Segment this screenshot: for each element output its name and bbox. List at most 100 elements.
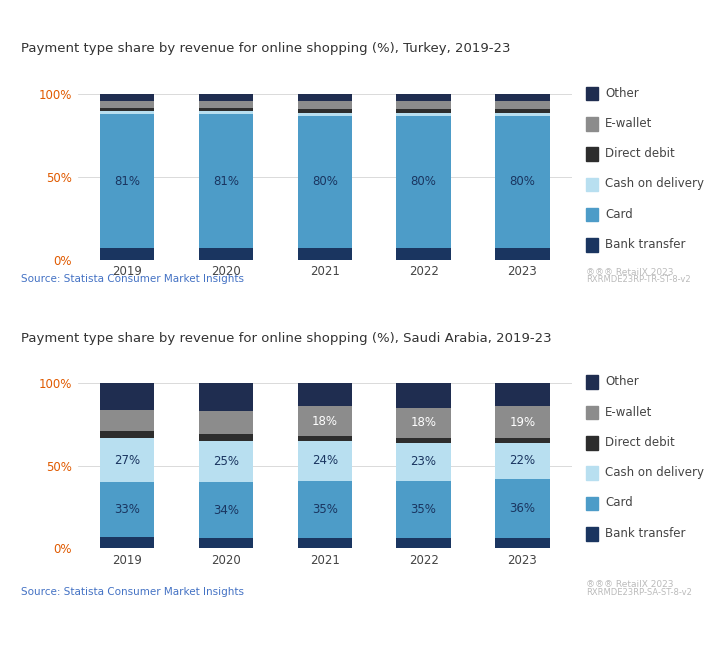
Bar (496, 101, 550, 109)
Text: Direct debit: Direct debit (605, 147, 675, 160)
Text: Payment type share by revenue for online shopping (%), Saudi Arabia, 2019-23: Payment type share by revenue for online… (21, 332, 552, 345)
Bar (298, 383, 352, 406)
Text: 18%: 18% (312, 415, 337, 428)
Bar (100, 94, 155, 101)
Text: 19%: 19% (509, 415, 536, 428)
Bar (199, 111, 253, 114)
Text: Direct debit: Direct debit (605, 436, 675, 449)
Text: 25%: 25% (213, 455, 239, 468)
Text: ®®® RetailX 2023: ®®® RetailX 2023 (586, 580, 674, 589)
Bar (100, 248, 155, 260)
Text: RXRMDE23RP-TR-ST-8-v2: RXRMDE23RP-TR-ST-8-v2 (586, 275, 690, 284)
Text: 81%: 81% (213, 175, 239, 188)
Bar (496, 116, 550, 248)
Bar (496, 112, 550, 116)
Bar (496, 94, 550, 101)
Text: Source: Statista Consumer Market Insights: Source: Statista Consumer Market Insight… (21, 275, 244, 284)
Bar (397, 248, 451, 260)
Bar (298, 406, 352, 436)
Bar (496, 109, 550, 112)
Text: 33%: 33% (114, 503, 140, 516)
Bar (100, 437, 155, 482)
Text: RXRMDE23RP-SA-ST-8-v2: RXRMDE23RP-SA-ST-8-v2 (586, 588, 692, 597)
Text: E-wallet: E-wallet (605, 406, 652, 419)
Bar (199, 114, 253, 248)
Bar (199, 441, 253, 482)
FancyBboxPatch shape (586, 376, 598, 389)
Bar (199, 383, 253, 411)
Bar (100, 482, 155, 537)
Bar (100, 410, 155, 431)
FancyBboxPatch shape (586, 406, 598, 419)
Text: Card: Card (605, 496, 633, 509)
Bar (298, 116, 352, 248)
Bar (199, 434, 253, 441)
Bar (397, 116, 451, 248)
Bar (298, 481, 352, 539)
Bar (496, 248, 550, 260)
Bar (397, 437, 451, 443)
Bar (397, 112, 451, 116)
Text: 18%: 18% (411, 417, 436, 430)
FancyBboxPatch shape (586, 208, 598, 221)
Text: 24%: 24% (311, 454, 338, 467)
Bar (100, 101, 155, 108)
Bar (199, 539, 253, 548)
FancyBboxPatch shape (586, 436, 598, 450)
Bar (100, 383, 155, 410)
FancyBboxPatch shape (586, 238, 598, 252)
Text: E-wallet: E-wallet (605, 117, 652, 130)
Text: Bank transfer: Bank transfer (605, 527, 686, 540)
Bar (100, 111, 155, 114)
Bar (199, 482, 253, 539)
Bar (199, 94, 253, 101)
Text: 27%: 27% (114, 454, 140, 467)
Text: 22%: 22% (509, 454, 536, 467)
FancyBboxPatch shape (586, 147, 598, 161)
Bar (496, 443, 550, 479)
FancyBboxPatch shape (586, 117, 598, 130)
Bar (100, 431, 155, 437)
Bar (100, 108, 155, 111)
FancyBboxPatch shape (586, 467, 598, 480)
Bar (496, 437, 550, 443)
Text: 80%: 80% (312, 175, 337, 188)
Bar (298, 436, 352, 441)
Bar (298, 109, 352, 112)
Bar (199, 248, 253, 260)
Text: Bank transfer: Bank transfer (605, 238, 686, 251)
Text: Other: Other (605, 375, 639, 388)
Text: 23%: 23% (411, 455, 436, 468)
Text: 35%: 35% (312, 503, 337, 516)
Bar (298, 248, 352, 260)
Text: 80%: 80% (411, 175, 436, 188)
Text: Cash on delivery: Cash on delivery (605, 466, 704, 479)
Bar (496, 479, 550, 539)
Bar (397, 443, 451, 481)
Bar (397, 481, 451, 539)
Text: Card: Card (605, 208, 633, 221)
Bar (298, 441, 352, 481)
Text: Payment type share by revenue for online shopping (%), Turkey, 2019-23: Payment type share by revenue for online… (21, 42, 510, 55)
Bar (496, 539, 550, 548)
Text: 34%: 34% (213, 504, 239, 517)
Text: Other: Other (605, 86, 639, 99)
Bar (496, 406, 550, 437)
Text: ®®® RetailX 2023: ®®® RetailX 2023 (586, 267, 674, 276)
Bar (397, 408, 451, 437)
Bar (397, 383, 451, 408)
Bar (397, 109, 451, 112)
Bar (397, 94, 451, 101)
FancyBboxPatch shape (586, 178, 598, 191)
FancyBboxPatch shape (586, 87, 598, 101)
Text: 80%: 80% (510, 175, 535, 188)
Bar (298, 112, 352, 116)
Bar (199, 101, 253, 108)
Bar (100, 114, 155, 248)
FancyBboxPatch shape (586, 527, 598, 541)
Bar (298, 94, 352, 101)
Bar (100, 537, 155, 548)
Text: 35%: 35% (411, 503, 436, 516)
Text: 81%: 81% (114, 175, 140, 188)
Text: Source: Statista Consumer Market Insights: Source: Statista Consumer Market Insight… (21, 587, 244, 597)
